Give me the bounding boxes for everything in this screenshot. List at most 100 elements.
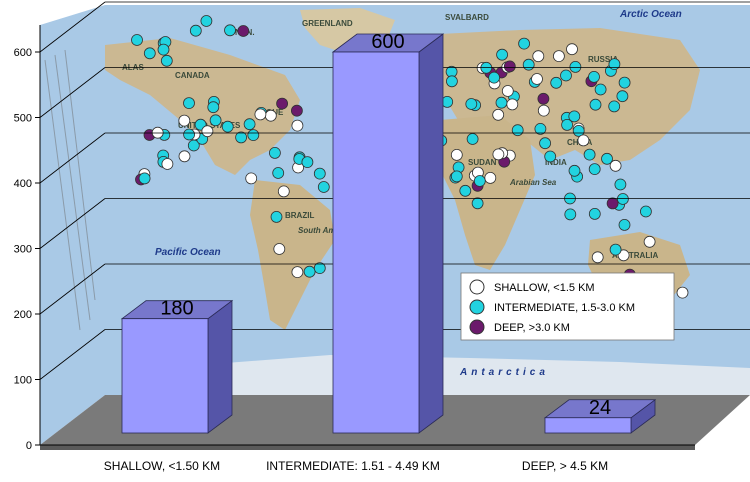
site-marker [273,243,286,255]
site-marker [560,69,572,82]
map-north-america [105,38,300,175]
site-marker [568,110,581,123]
site-marker [616,90,629,103]
data-label: 600 [371,31,404,53]
x-tick-label: INTERMEDIATE: 1.51 - 4.49 KM [266,459,440,473]
bars: 180 600 24 [120,31,657,434]
site-marker [313,262,326,275]
map-label-arctic-ocean: Arctic Ocean [619,9,682,20]
bar [120,299,234,434]
site-marker [178,150,191,163]
x-tick-label: SHALLOW, <1.50 KM [104,459,220,473]
site-marker [131,34,143,46]
site-marker [276,97,289,110]
site-marker [522,58,535,71]
legend-label: SHALLOW, <1.5 KM [494,282,595,294]
site-marker [303,265,316,278]
bar-front [121,318,209,434]
site-marker [643,235,656,248]
map-label-united-states: UNITED STATES [178,121,241,130]
site-marker [143,47,156,60]
map-label-antarctica: Antarctica [459,367,549,378]
site-marker [492,148,505,161]
site-marker [317,181,330,193]
site-marker [539,137,551,150]
site-marker [492,108,505,121]
site-marker [183,128,196,141]
bar-side [418,33,444,434]
site-marker [609,159,622,172]
site-marker [564,208,577,221]
site-marker [591,251,604,264]
bar [331,33,445,434]
site-marker [270,210,283,223]
site-marker [459,184,472,197]
site-marker [561,119,573,131]
y-tick-label: 300 [14,244,32,256]
site-marker [534,122,547,135]
site-marker [450,170,463,183]
site-marker [572,124,585,137]
x-axis-labels: SHALLOW, <1.50 KM INTERMEDIATE: 1.51 - 4.… [104,459,608,473]
site-marker [588,71,600,83]
gridline-diag [39,329,106,380]
site-marker [617,249,630,262]
map-label-russia: RUSSIA [588,55,618,64]
site-marker [488,71,501,84]
site-marker [450,148,463,161]
legend-label: INTERMEDIATE, 1.5-3.0 KM [494,302,635,314]
site-marker [566,43,578,56]
x-tick-label: DEEP, > 4.5 KM [522,459,608,473]
site-marker [501,85,514,97]
site-marker [568,164,581,177]
site-marker [237,25,250,37]
bar-front [332,51,420,434]
y-tick-label: 400 [14,178,32,190]
site-marker [224,24,236,37]
site-marker [161,158,174,170]
site-marker [608,100,621,113]
site-marker [268,146,281,159]
site-marker [550,76,563,89]
site-marker [583,148,596,161]
map-texture-left [44,49,96,331]
site-marker [207,101,220,114]
map-label-india: INDIA [545,158,567,167]
gridline-diag [39,67,106,118]
site-marker [290,104,303,117]
map-label-greenland: GREENLAND [302,19,353,28]
site-marker [471,197,484,210]
data-label: 24 [589,397,611,419]
site-marker [608,58,621,70]
legend-box [460,272,675,341]
site-marker [544,150,557,163]
legend: SHALLOW, <1.5 KM INTERMEDIATE, 1.5-3.0 KM… [460,272,675,341]
site-marker [272,167,285,179]
site-marker [178,114,191,127]
site-marker [588,163,601,176]
bar [543,398,657,434]
y-tick-label: 200 [14,309,32,321]
site-marker [254,108,267,121]
site-marker [588,207,601,220]
bar-front [544,417,632,434]
map-label-pacific-ocean: Pacific Ocean [155,247,221,258]
site-marker [209,114,222,127]
y-tick-label: 600 [14,47,32,59]
site-marker [445,75,458,88]
site-marker [291,119,304,132]
site-marker [676,286,689,299]
site-marker [577,134,590,147]
site-marker [466,133,479,145]
legend-marker [469,299,485,315]
site-marker [614,178,627,191]
gridline-diag [39,1,106,53]
site-marker [537,92,550,105]
map-label-canada: CANADA [175,71,210,80]
site-marker [553,50,565,62]
site-marker [313,167,326,180]
site-marker [264,109,277,122]
y-tick-label: 100 [14,375,32,387]
